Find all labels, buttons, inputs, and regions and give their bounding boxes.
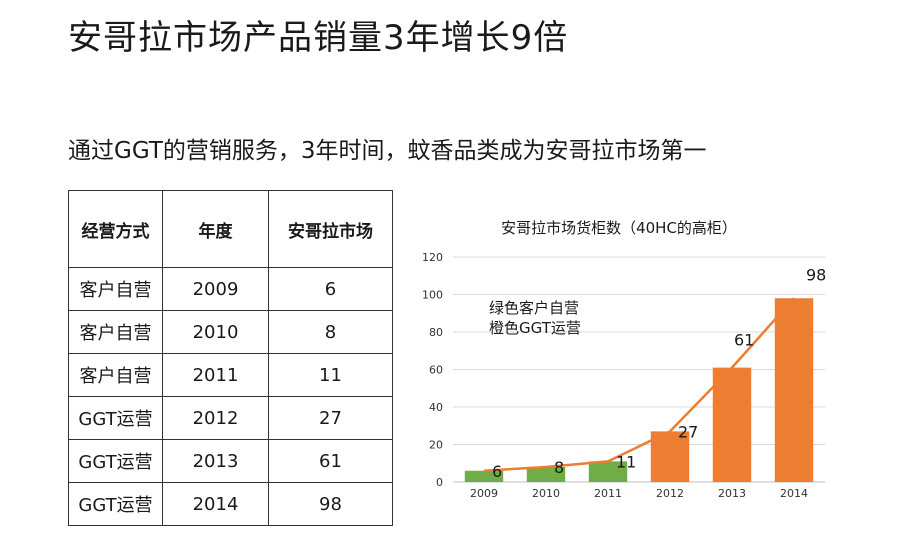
- x-tick-label: 2012: [656, 487, 684, 500]
- data-label: 98: [806, 265, 826, 284]
- x-tick-label: 2011: [594, 487, 622, 500]
- data-label: 61: [734, 331, 754, 350]
- header-angola-market: 安哥拉市场: [268, 190, 393, 268]
- header-operation-mode: 经营方式: [68, 190, 163, 268]
- table-row: GGT运营 2014 98: [68, 482, 393, 526]
- x-tick-label: 2009: [470, 487, 498, 500]
- slide-subtitle: 通过GGT的营销服务，3年时间，蚊香品类成为安哥拉市场第一: [68, 138, 707, 164]
- cell-mode: GGT运营: [68, 396, 163, 440]
- data-label: 27: [678, 422, 698, 441]
- y-tick-label: 20: [429, 439, 443, 452]
- cell-value: 11: [268, 353, 393, 397]
- cell-year: 2009: [162, 267, 269, 311]
- chart-title: 安哥拉市场货柜数（40HC的高柜）: [501, 219, 737, 237]
- container-chart: 安哥拉市场货柜数（40HC的高柜） 0 20 40 60 80 100 120 6 8 11 27 61…: [422, 219, 826, 500]
- slide-title: 安哥拉市场产品销量3年增长9倍: [68, 18, 569, 58]
- cell-mode: GGT运营: [68, 482, 163, 526]
- bar-2010: [526, 467, 566, 482]
- chart-annotation: 绿色客户自营: [489, 299, 579, 317]
- bar-2012: [650, 431, 690, 482]
- y-tick-label: 0: [436, 476, 443, 489]
- cell-year: 2014: [162, 482, 269, 526]
- table-row: 客户自营 2010 8: [68, 310, 393, 354]
- y-tick-label: 100: [422, 289, 443, 302]
- cell-mode: 客户自营: [68, 267, 163, 311]
- data-label: 8: [554, 458, 564, 477]
- data-label: 6: [492, 462, 502, 481]
- cell-mode: 客户自营: [68, 353, 163, 397]
- cell-year: 2011: [162, 353, 269, 397]
- table-row: GGT运营 2013 61: [68, 439, 393, 483]
- bar-2011: [588, 461, 628, 482]
- bar-2014: [774, 298, 814, 482]
- cell-year: 2012: [162, 396, 269, 440]
- x-tick-label: 2014: [780, 487, 808, 500]
- table-row: GGT运营 2012 27: [68, 396, 393, 440]
- x-tick-label: 2013: [718, 487, 746, 500]
- chart-annotation: 橙色GGT运营: [489, 319, 581, 337]
- cell-mode: 客户自营: [68, 310, 163, 354]
- cell-year: 2013: [162, 439, 269, 483]
- y-tick-label: 80: [429, 326, 443, 339]
- y-tick-label: 40: [429, 401, 443, 414]
- cell-year: 2010: [162, 310, 269, 354]
- cell-value: 6: [268, 267, 393, 311]
- header-year: 年度: [162, 190, 269, 268]
- trend-line: [483, 297, 795, 472]
- cell-mode: GGT运营: [68, 439, 163, 483]
- y-tick-label: 120: [422, 251, 443, 264]
- table-header-row: 经营方式 年度 安哥拉市场: [68, 190, 393, 268]
- x-tick-label: 2010: [532, 487, 560, 500]
- cell-value: 61: [268, 439, 393, 483]
- sales-table: 经营方式 年度 安哥拉市场 客户自营 2009 6 客户自营 2010 8 客户…: [68, 190, 393, 526]
- cell-value: 98: [268, 482, 393, 526]
- data-label: 11: [616, 452, 636, 471]
- y-tick-label: 60: [429, 364, 443, 377]
- cell-value: 8: [268, 310, 393, 354]
- table-row: 客户自营 2009 6: [68, 267, 393, 311]
- bar-2009: [464, 470, 504, 482]
- bar-2013: [712, 367, 752, 482]
- cell-value: 27: [268, 396, 393, 440]
- table-row: 客户自营 2011 11: [68, 353, 393, 397]
